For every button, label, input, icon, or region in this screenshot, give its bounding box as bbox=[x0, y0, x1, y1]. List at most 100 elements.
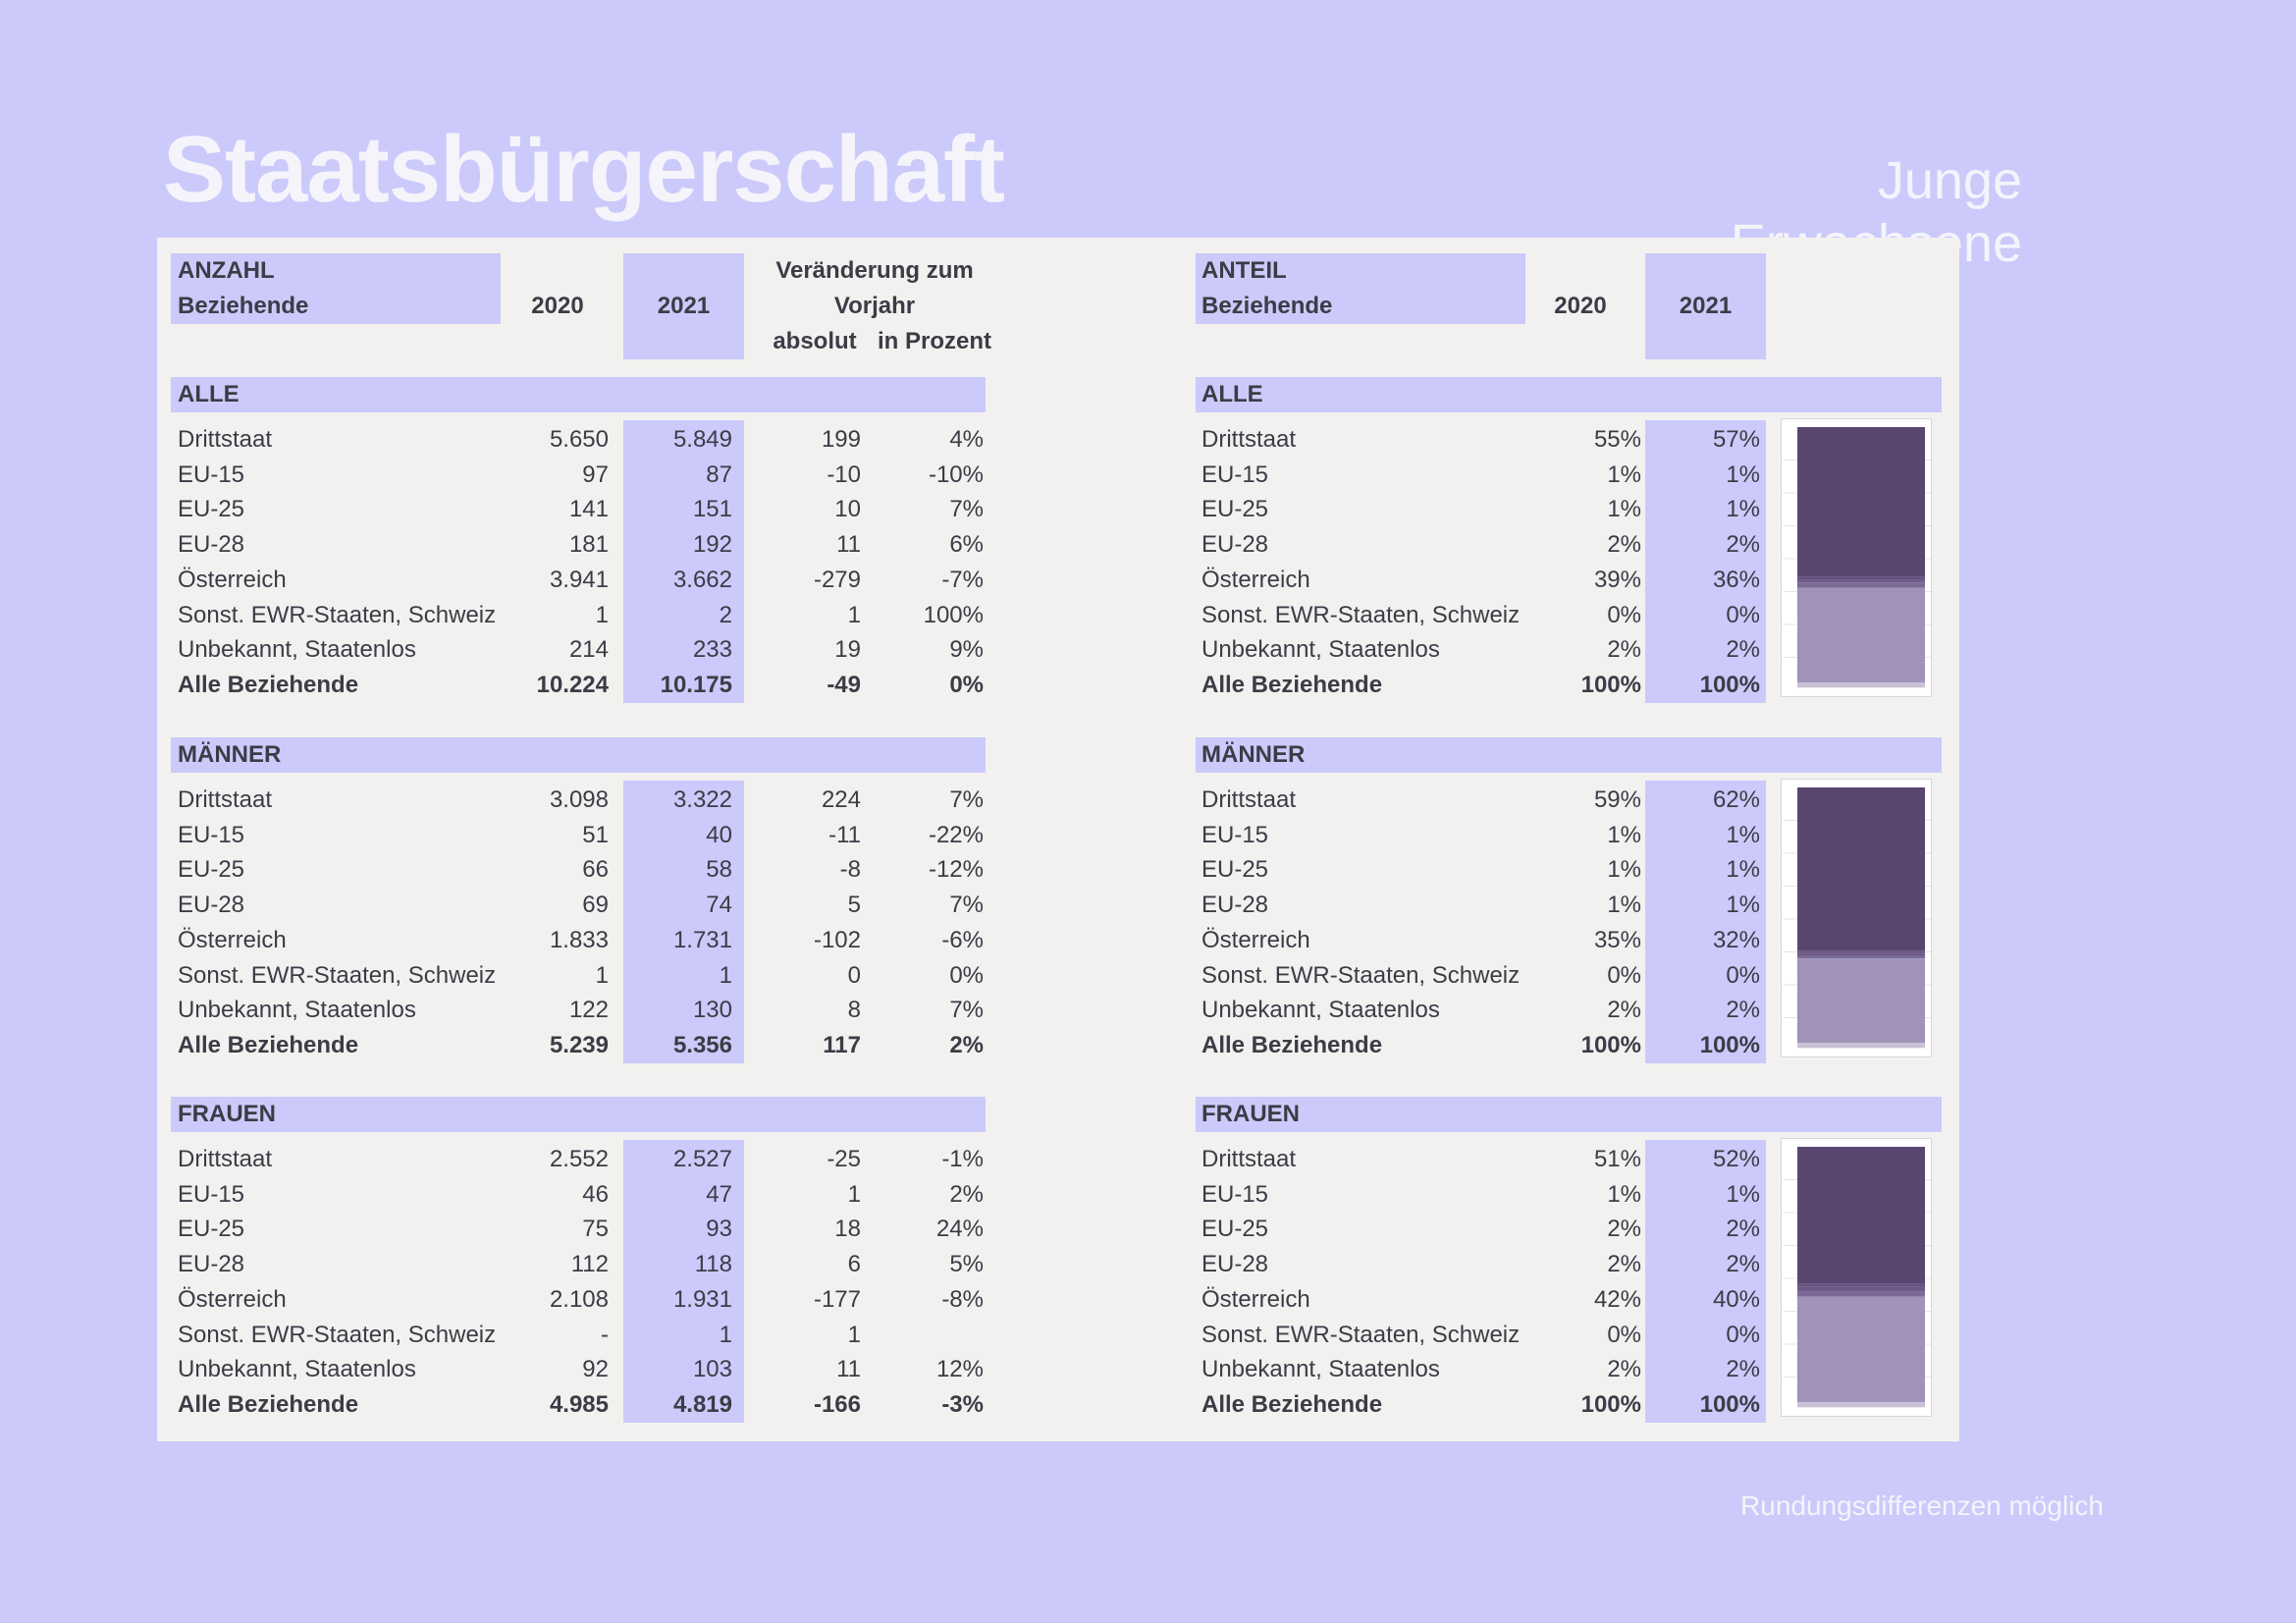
bar-segment-österreich bbox=[1797, 587, 1925, 682]
cell-share-2020: 0% bbox=[1607, 601, 1641, 628]
cell-count-2021: 2 bbox=[719, 601, 732, 628]
cell-change-absolute: 1 bbox=[847, 1180, 861, 1208]
cell-change-percent: 9% bbox=[949, 636, 984, 664]
cell-count-2020: 75 bbox=[582, 1216, 609, 1243]
bar-segment-unbekannt-staatenlos bbox=[1797, 1401, 1925, 1408]
cell-count-2021: 1.931 bbox=[672, 1285, 732, 1313]
cell-share-2020: 2% bbox=[1607, 531, 1641, 559]
row-label: Drittstaat bbox=[178, 1146, 273, 1172]
row-label: Drittstaat bbox=[178, 786, 273, 813]
right-col-2021-highlight-header bbox=[1645, 253, 1766, 359]
cell-count-2020: 51 bbox=[582, 821, 609, 848]
right-header-line2: Beziehende bbox=[1201, 293, 1333, 319]
cell-count-2021: 130 bbox=[692, 997, 732, 1024]
right-col-2021-highlight bbox=[1645, 781, 1766, 1063]
bar-segment-unbekannt-staatenlos bbox=[1797, 1042, 1925, 1049]
cell-change-absolute: 1 bbox=[847, 601, 861, 628]
cell-share-2021: 0% bbox=[1726, 601, 1760, 628]
bar-segment-eu-28 bbox=[1797, 582, 1925, 588]
cell-count-2020: 10.224 bbox=[536, 671, 609, 698]
row-label: EU-25 bbox=[178, 856, 245, 884]
cell-share-2020: 35% bbox=[1593, 926, 1641, 953]
row-label-share: EU-15 bbox=[1201, 821, 1269, 848]
left-col-2021-highlight bbox=[623, 420, 744, 703]
bar-segment-drittstaat bbox=[1797, 1147, 1925, 1284]
cell-share-2020: 51% bbox=[1593, 1146, 1641, 1172]
cell-count-2020: 1 bbox=[595, 961, 609, 989]
row-label: EU-15 bbox=[178, 1180, 245, 1208]
cell-share-2021: 57% bbox=[1712, 426, 1760, 453]
cell-count-2020: 1 bbox=[595, 601, 609, 628]
stacked-bar-svg bbox=[1784, 427, 1931, 688]
row-label-share: Sonst. EWR-Staaten, Schweiz bbox=[1201, 601, 1521, 628]
cell-change-absolute: 19 bbox=[834, 636, 861, 664]
cell-change-absolute: 117 bbox=[823, 1031, 861, 1058]
section-bar-left bbox=[171, 737, 986, 773]
cell-count-2020: 141 bbox=[568, 496, 609, 523]
row-label-share: EU-25 bbox=[1201, 1216, 1269, 1243]
cell-share-2021: 40% bbox=[1712, 1285, 1760, 1313]
section-bar-right bbox=[1196, 737, 1942, 773]
section-bar-right bbox=[1196, 377, 1942, 412]
cell-change-percent: -3% bbox=[941, 1390, 984, 1418]
left-header-label-box bbox=[171, 253, 501, 324]
cell-change-percent: -10% bbox=[928, 460, 984, 488]
left-header-line2: Beziehende bbox=[178, 293, 309, 319]
section-title-left: MÄNNER bbox=[178, 741, 282, 768]
share-chart-1 bbox=[1781, 779, 1932, 1057]
row-label-share: Sonst. EWR-Staaten, Schweiz bbox=[1201, 961, 1521, 989]
cell-count-2020: 122 bbox=[568, 997, 609, 1024]
cell-change-absolute: 0 bbox=[847, 961, 861, 989]
cell-share-2021: 2% bbox=[1726, 636, 1760, 664]
cell-change-percent: 5% bbox=[949, 1251, 984, 1278]
cell-share-2021: 1% bbox=[1726, 821, 1760, 848]
bar-segment-österreich bbox=[1797, 1296, 1925, 1402]
cell-change-percent: 7% bbox=[949, 997, 984, 1024]
right-header-label-box bbox=[1196, 253, 1525, 324]
cell-change-absolute: -102 bbox=[813, 926, 861, 953]
row-label: Unbekannt, Staatenlos bbox=[178, 1356, 416, 1383]
bar-segment-drittstaat bbox=[1797, 427, 1925, 577]
row-label: Drittstaat bbox=[178, 426, 273, 453]
row-label-share: Unbekannt, Staatenlos bbox=[1201, 1356, 1440, 1383]
row-label: Unbekannt, Staatenlos bbox=[178, 636, 416, 664]
section-bar-left bbox=[171, 1097, 986, 1132]
bar-segment-eu-25 bbox=[1797, 1286, 1925, 1292]
row-label-share: EU-28 bbox=[1201, 531, 1269, 559]
cell-count-2020: 66 bbox=[582, 856, 609, 884]
bar-segment-eu-15 bbox=[1797, 576, 1925, 580]
row-label: EU-15 bbox=[178, 460, 245, 488]
cell-share-2020: 39% bbox=[1593, 566, 1641, 593]
cell-count-2020: 5.239 bbox=[549, 1031, 609, 1058]
cell-change-absolute: -25 bbox=[827, 1146, 861, 1172]
row-label-share: Unbekannt, Staatenlos bbox=[1201, 997, 1440, 1024]
tables-panel: ANZAHL Beziehende 2020 2021 Veränderung … bbox=[157, 238, 1959, 1441]
cell-change-percent: -8% bbox=[941, 1285, 984, 1313]
cell-share-2021: 0% bbox=[1726, 961, 1760, 989]
row-label-share: Alle Beziehende bbox=[1201, 1390, 1383, 1418]
cell-share-2020: 100% bbox=[1580, 671, 1641, 698]
cell-count-2021: 1.731 bbox=[672, 926, 732, 953]
row-label: EU-25 bbox=[178, 496, 245, 523]
cell-share-2021: 1% bbox=[1726, 1180, 1760, 1208]
cell-change-percent: 0% bbox=[949, 671, 984, 698]
right-col-2021-highlight bbox=[1645, 1140, 1766, 1423]
row-label-share: EU-28 bbox=[1201, 1251, 1269, 1278]
page-title: Staatsbürgerschaft bbox=[163, 117, 1005, 222]
cell-share-2021: 2% bbox=[1726, 1356, 1760, 1383]
cell-share-2021: 100% bbox=[1699, 671, 1760, 698]
cell-count-2021: 10.175 bbox=[660, 671, 732, 698]
bar-segment-eu-15 bbox=[1797, 950, 1925, 953]
cell-change-percent: -22% bbox=[928, 821, 984, 848]
row-label: EU-28 bbox=[178, 892, 245, 919]
cell-share-2020: 1% bbox=[1607, 460, 1641, 488]
cell-change-absolute: 8 bbox=[847, 997, 861, 1024]
row-label: Österreich bbox=[178, 1285, 287, 1313]
cell-change-percent: -12% bbox=[928, 856, 984, 884]
cell-share-2020: 2% bbox=[1607, 636, 1641, 664]
cell-count-2020: 1.833 bbox=[549, 926, 609, 953]
row-label: Alle Beziehende bbox=[178, 1390, 359, 1418]
row-label-share: Österreich bbox=[1201, 926, 1310, 953]
cell-share-2020: 42% bbox=[1593, 1285, 1641, 1313]
left-col-2021-highlight-header bbox=[623, 253, 744, 359]
